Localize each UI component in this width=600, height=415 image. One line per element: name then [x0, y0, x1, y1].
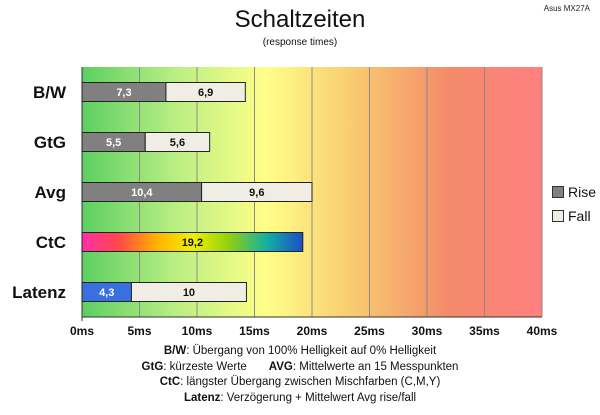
bar-fall-label: 6,9: [198, 87, 213, 99]
x-tick-label: 10ms: [182, 324, 213, 338]
note-ctc-term: CtC: [159, 376, 181, 388]
x-tick-label: 20ms: [297, 324, 328, 338]
note-gtg-avg: GtG: kürzeste Werte AVG: Mittelwerte an 1…: [0, 360, 600, 376]
bar-rise-label: 19,2: [182, 237, 203, 249]
monitor-model-label: Asus MX27A: [543, 4, 590, 13]
bar-fall-label: 5,6: [170, 137, 185, 149]
note-avg-term: AVG: [268, 360, 293, 373]
note-ctc: CtC: längster Übergang zwischen Mischfar…: [0, 375, 600, 391]
note-bw-term: B/W: [163, 345, 187, 357]
note-avg-text: : Mittelwerte an 15 Messpunkten: [292, 360, 459, 373]
category-label: CtC: [36, 233, 66, 252]
bar-fall: [144, 132, 211, 152]
bar-rise: [81, 232, 304, 252]
bar-fall-label: 9,6: [249, 187, 264, 199]
x-tick-label: 5ms: [127, 324, 151, 338]
legend-label-rise: Rise: [568, 184, 597, 200]
category-label: Avg: [35, 183, 67, 202]
note-ctc-text: : längster Übergang zwischen Mischfarben…: [180, 376, 441, 388]
bar-rise-label: 7,3: [116, 87, 131, 99]
category-label: GtG: [34, 133, 66, 152]
bar-fall: [130, 282, 247, 302]
chart-subtitle: (response times): [262, 37, 338, 48]
legend-swatch-fall: [552, 210, 564, 222]
legend-label-fall: Fall: [568, 208, 591, 224]
legend: Rise Fall: [552, 180, 596, 228]
legend-item-rise: Rise: [552, 180, 596, 204]
category-label: Latenz: [12, 283, 66, 302]
legend-item-fall: Fall: [552, 204, 596, 228]
note-latenz-text: : Verzögerung + Mittelwert Avg rise/fall: [220, 391, 417, 404]
bar-fall: [165, 82, 246, 102]
note-bw-text: : Übergang von 100% Helligkeit auf 0% He…: [186, 345, 437, 357]
category-label: B/W: [33, 83, 67, 102]
x-tick-label: 35ms: [469, 324, 500, 338]
x-tick-label: 0ms: [70, 324, 94, 338]
x-tick-label: 30ms: [412, 324, 443, 338]
note-gtg-text: : kürzeste Werte: [163, 360, 247, 373]
note-latenz-term: Latenz: [183, 391, 221, 404]
chart-title: Schaltzeiten: [234, 6, 366, 33]
x-tick-label: 15ms: [239, 324, 270, 338]
x-tick-label: 25ms: [354, 324, 385, 338]
note-latenz: Latenz: Verzögerung + Mittelwert Avg ris…: [0, 391, 600, 407]
note-gtg-term: GtG: [141, 360, 164, 373]
legend-swatch-rise: [552, 186, 564, 198]
bar-rise-label: 10,4: [131, 187, 153, 199]
footnotes: B/W: Übergang von 100% Helligkeit auf 0%…: [0, 344, 600, 406]
note-bw: B/W: Übergang von 100% Helligkeit auf 0%…: [0, 344, 600, 360]
bar-fall-label: 10: [183, 287, 195, 299]
bar-rise-label: 4,3: [99, 287, 114, 299]
bar-fall: [201, 182, 313, 202]
bar-rise-label: 5,5: [106, 137, 121, 149]
x-tick-label: 40ms: [527, 324, 558, 338]
